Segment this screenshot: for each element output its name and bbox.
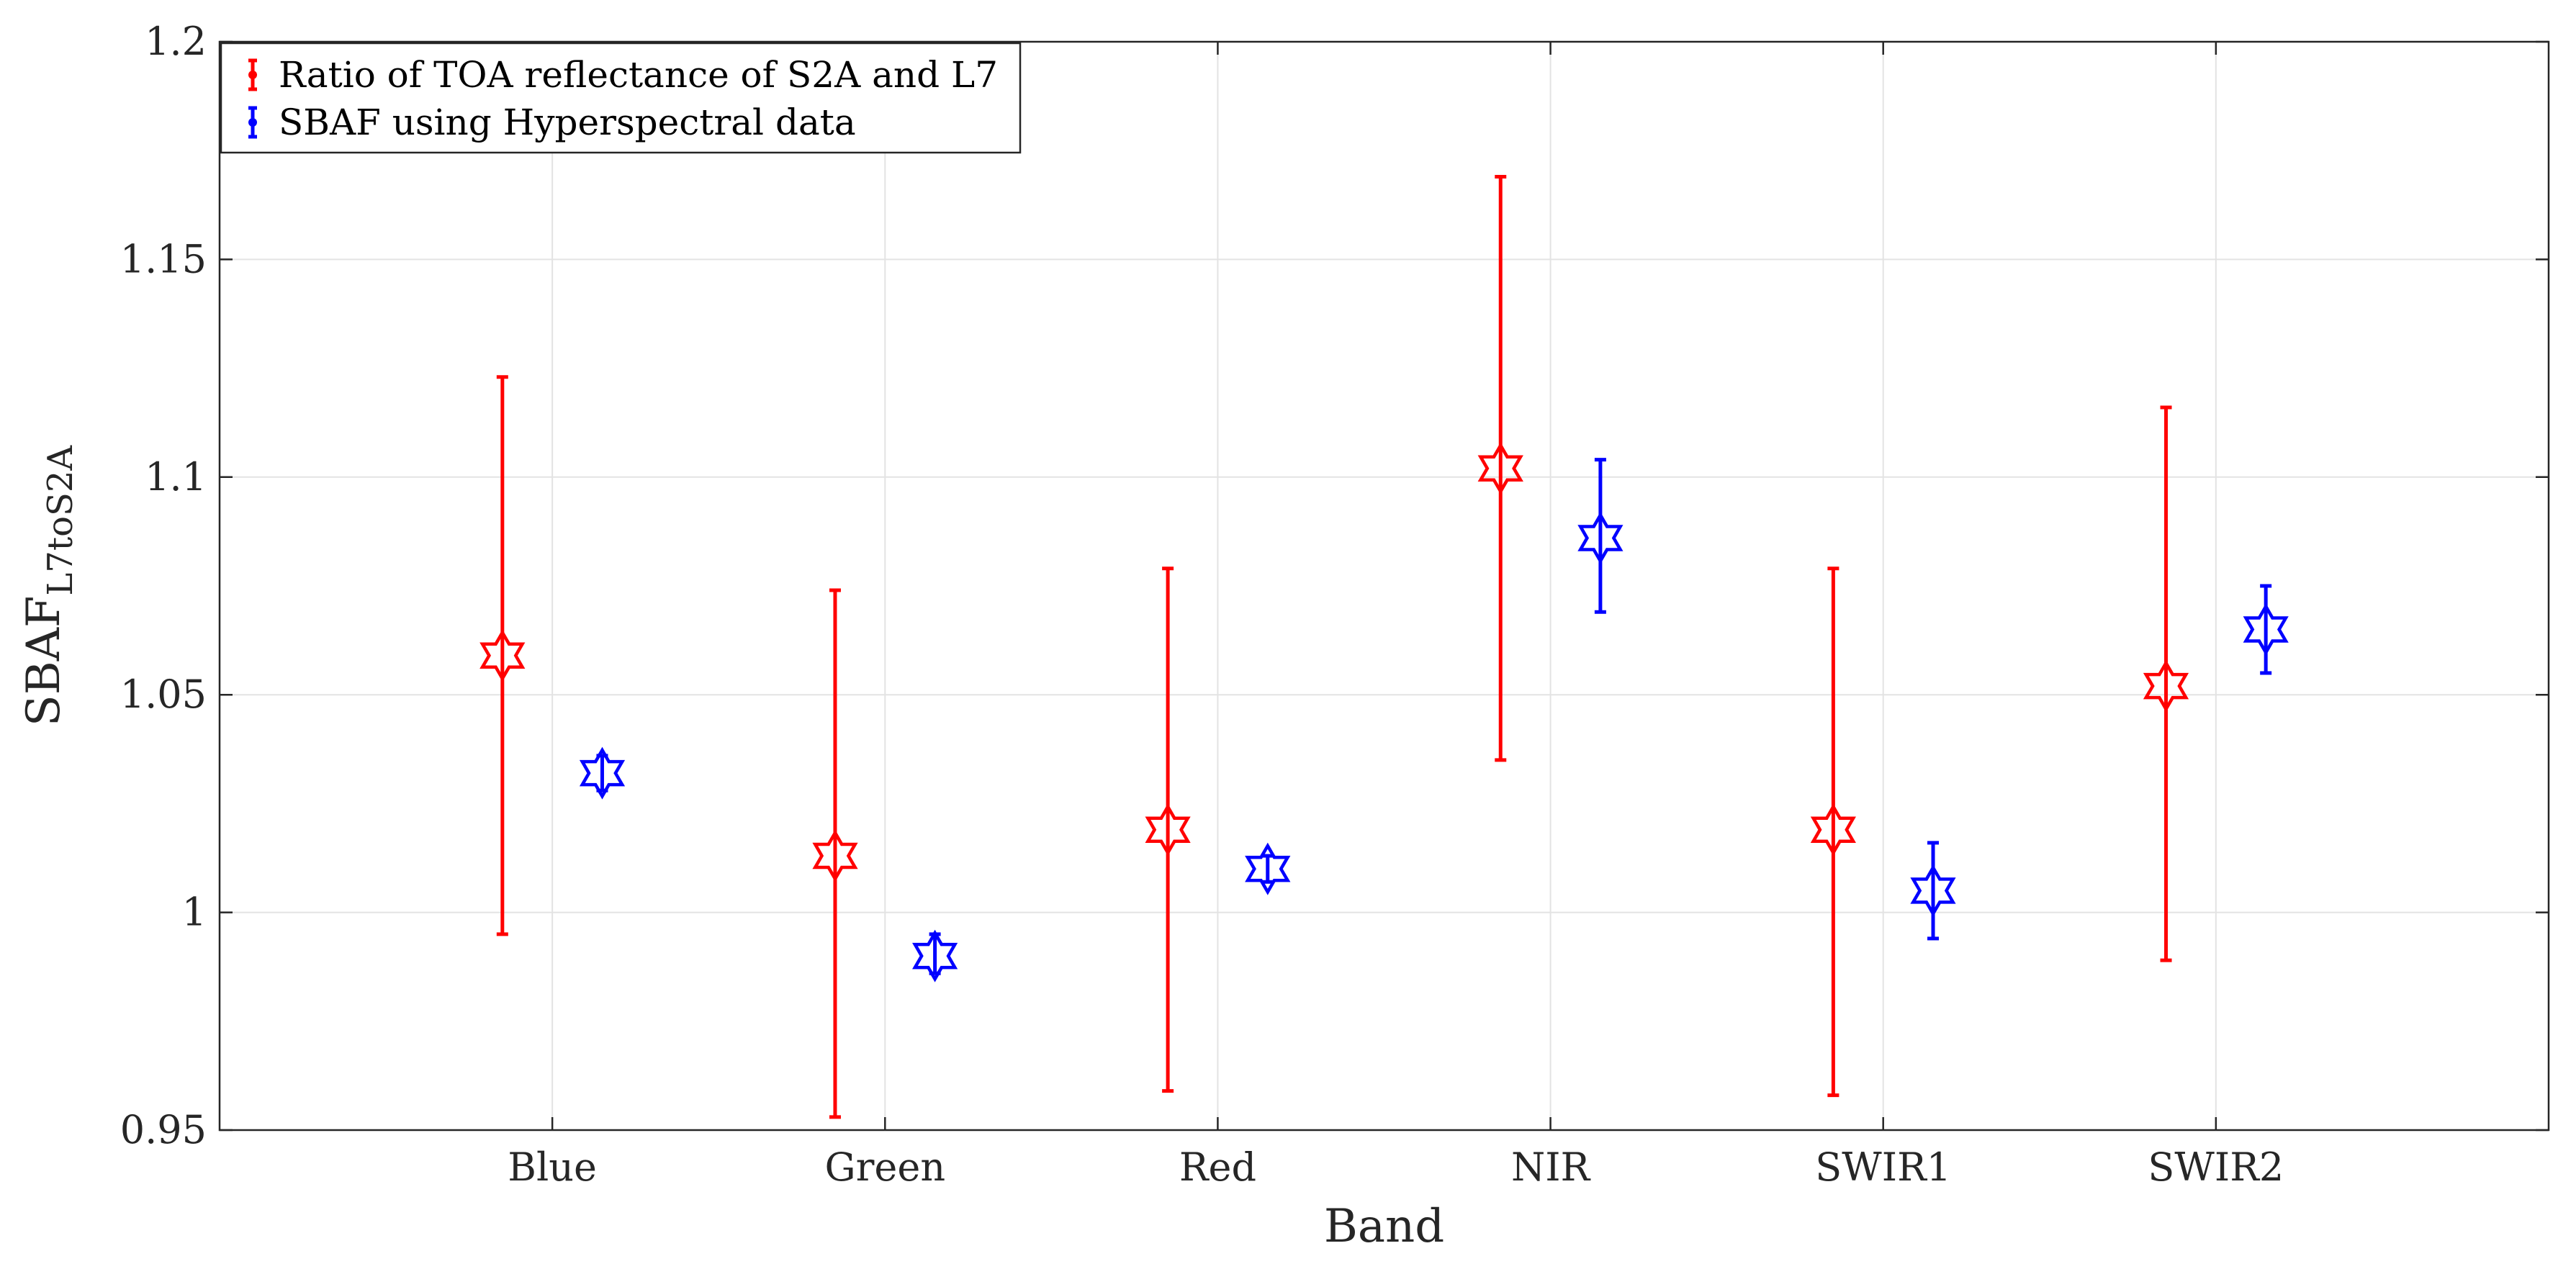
hexagram-marker-1-blue — [579, 746, 626, 800]
legend-marker-dot — [248, 118, 257, 127]
y-tick-label-1: 1 — [182, 890, 207, 935]
y-tick-label-1-15: 1.15 — [120, 236, 207, 281]
x-axis-title: Band — [1324, 1200, 1444, 1253]
x-tick-label-swir1: SWIR1 — [1815, 1144, 1951, 1190]
hexagram-marker-1-swir2 — [2243, 603, 2289, 656]
axis-ticks: Blue Green Red NIR SWIR1 SWIR2 0.95 1 1.05 1.1 1.1… — [120, 19, 2549, 1190]
hexagram-marker-1-swir1 — [1910, 864, 1956, 917]
legend-marker-dot — [248, 71, 257, 79]
x-tick-label-nir: NIR — [1511, 1144, 1591, 1190]
y-axis-title-main: SBAF — [17, 596, 71, 727]
data-point-1-swir1 — [1910, 841, 1956, 941]
legend-box — [220, 42, 1022, 154]
series-ratio-of-toa-reflectance-of-s2a-and-l7 — [479, 174, 2189, 1119]
hexagram-marker-0-red — [1145, 803, 1191, 857]
data-point-0-blue — [479, 375, 526, 936]
y-tick-label-1-2: 1.2 — [145, 19, 207, 64]
data-point-0-swir1 — [1810, 566, 1856, 1098]
legend: Ratio of TOA reflectance of S2A and L7 SB… — [220, 42, 1022, 154]
data-point-0-swir2 — [2143, 405, 2189, 962]
data-point-0-green — [812, 588, 858, 1119]
data-point-1-blue — [579, 746, 626, 800]
hexagram-marker-0-nir — [1477, 442, 1523, 495]
x-tick-label-green: Green — [824, 1144, 945, 1190]
data-point-1-red — [1245, 842, 1291, 895]
x-tick-label-blue: Blue — [508, 1144, 597, 1190]
y-axis-title-subscript: L7toS2A — [40, 445, 81, 596]
legend-label: Ratio of TOA reflectance of S2A and L7 — [279, 54, 998, 96]
y-tick-label-1-1: 1.1 — [145, 454, 207, 500]
hexagram-marker-1-nir — [1577, 511, 1623, 565]
y-tick-label-1-05: 1.05 — [120, 672, 207, 717]
hexagram-marker-0-swir2 — [2143, 659, 2189, 713]
hexagram-marker-0-green — [812, 829, 858, 882]
data-series — [479, 174, 2289, 1119]
y-tick-label-0-95: 0.95 — [120, 1107, 207, 1152]
series-sbaf-using-hyperspectral-data — [579, 458, 2289, 983]
hexagram-marker-1-green — [912, 929, 958, 983]
data-point-1-green — [912, 929, 958, 983]
x-tick-label-swir2: SWIR2 — [2148, 1144, 2284, 1190]
legend-entry-ratio-of-toa-reflectance-of-s2a-and-l7: Ratio of TOA reflectance of S2A and L7 — [248, 54, 998, 96]
data-point-0-red — [1145, 566, 1191, 1093]
y-axis-title: SBAFL7toS2A — [17, 445, 81, 727]
plot-area-frame — [218, 40, 2550, 1132]
hexagram-marker-1-red — [1245, 842, 1291, 895]
hexagram-marker-0-swir1 — [1810, 803, 1856, 857]
data-point-1-nir — [1577, 458, 1623, 614]
data-point-0-nir — [1477, 174, 1523, 762]
x-tick-label-red: Red — [1179, 1144, 1256, 1190]
data-point-1-swir2 — [2243, 584, 2289, 675]
legend-entry-sbaf-using-hyperspectral-data: SBAF using Hyperspectral data — [248, 101, 856, 143]
legend-label: SBAF using Hyperspectral data — [279, 101, 856, 143]
hexagram-marker-0-blue — [479, 629, 526, 682]
